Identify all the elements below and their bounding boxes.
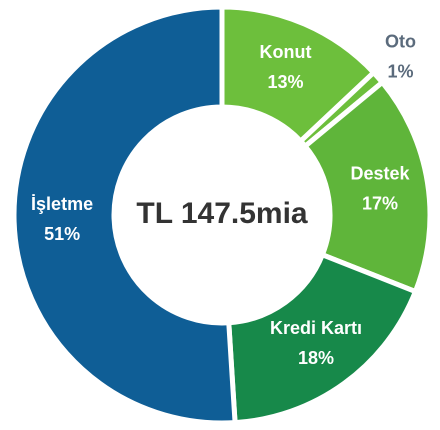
donut-segment bbox=[301, 78, 433, 295]
value-label: 51% bbox=[44, 224, 80, 244]
donut-segment bbox=[11, 4, 238, 426]
category-label: Konut bbox=[260, 42, 312, 62]
value-label: 1% bbox=[388, 61, 414, 81]
donut-segment bbox=[226, 251, 419, 426]
value-label: 18% bbox=[298, 348, 334, 368]
value-label: 17% bbox=[362, 194, 398, 214]
center-label: TL 147.5mia bbox=[136, 197, 308, 230]
value-label: 13% bbox=[268, 72, 304, 92]
category-label: Oto bbox=[385, 31, 416, 51]
category-label: İşletme bbox=[31, 194, 93, 214]
category-label: Destek bbox=[351, 164, 411, 184]
category-label: Kredi Kartı bbox=[270, 318, 362, 338]
